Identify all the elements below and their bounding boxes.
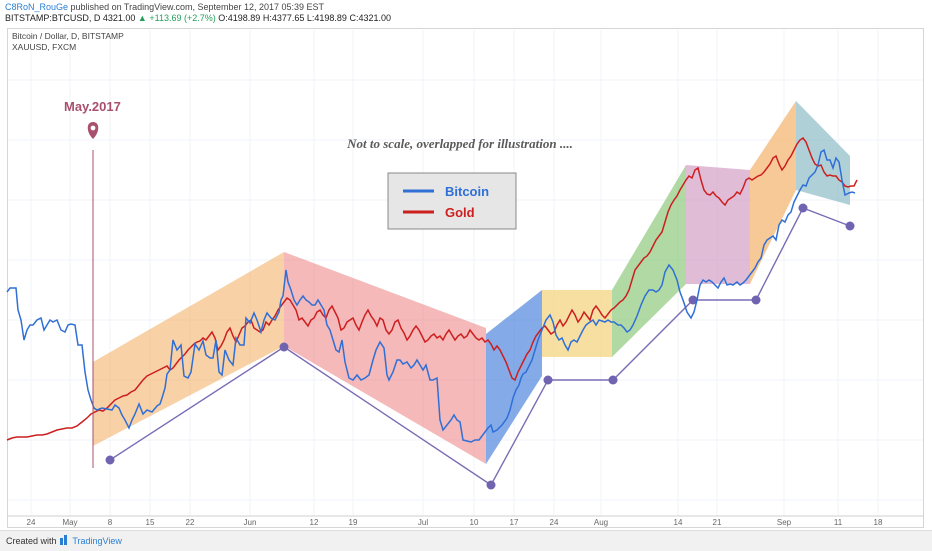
tradingview-logo-icon (60, 535, 67, 545)
tradingview-brand-link[interactable]: TradingView (60, 534, 122, 546)
ohlc-high-label: H:4377.65 (262, 13, 305, 23)
gold-series-line (6, 136, 858, 441)
ohlc-line: BITSTAMP:BTCUSD, D 4321.00 ▲ +113.69 (+2… (5, 13, 391, 23)
published-text: published on TradingView.com, September … (70, 2, 325, 12)
publish-line: C8RoN_RouGe published on TradingView.com… (5, 2, 324, 12)
ohlc-open-label: O:4198.89 (218, 13, 261, 23)
x-tick-label: Jul (418, 518, 428, 527)
x-tick-label: 18 (874, 518, 883, 527)
price-change: +113.69 (+2.7%) (149, 13, 216, 23)
created-with-text: Created with (6, 536, 57, 546)
up-arrow-icon: ▲ (137, 13, 147, 23)
legend-label-gold: Gold (445, 205, 475, 220)
wave-point (608, 375, 618, 385)
x-tick-label: 21 (713, 518, 722, 527)
x-tick-label: 15 (146, 518, 155, 527)
x-tick-label: 24 (27, 518, 36, 527)
may-marker-label: May.2017 (64, 99, 121, 114)
ohlc-close-label: C:4321.00 (349, 13, 391, 23)
x-tick-label: 24 (550, 518, 559, 527)
location-pin-icon (87, 122, 99, 139)
ohlc-low-label: L:4198.89 (306, 13, 347, 23)
x-tick-label: 11 (834, 518, 843, 527)
chart-annotation: Not to scale, overlapped for illustratio… (346, 136, 573, 151)
x-tick-label: Sep (777, 518, 792, 527)
bitcoin-series-line (6, 148, 856, 443)
x-tick-label: 10 (470, 518, 479, 527)
tradingview-brand-label: TradingView (72, 536, 122, 546)
x-tick-label: 17 (510, 518, 519, 527)
x-tick-label: 8 (108, 518, 113, 527)
publish-header: C8RoN_RouGe published on TradingView.com… (0, 0, 932, 28)
channel-orange-2 (750, 101, 796, 284)
wave-point (688, 295, 698, 305)
x-tick-label: May (62, 518, 77, 527)
panel-legend-line2: XAUUSD, FXCM (12, 42, 77, 52)
channel-teal (796, 101, 850, 205)
legend-label-bitcoin: Bitcoin (445, 184, 489, 199)
symbol-label: BITSTAMP:BTCUSD, D (5, 13, 101, 23)
wave-point (543, 375, 553, 385)
x-tick-label: 19 (349, 518, 358, 527)
x-tick-label: Jun (244, 518, 257, 527)
channel-pink (686, 165, 750, 284)
x-tick-label: 22 (186, 518, 195, 527)
wave-point (798, 203, 808, 213)
footer-bar: Created with TradingView (0, 530, 932, 551)
wave-points (105, 203, 855, 490)
wave-point (751, 295, 761, 305)
panel-legend: Bitcoin / Dollar, D, BITSTAMP XAUUSD, FX… (12, 31, 124, 53)
channel-yellow (542, 290, 612, 357)
x-tick-label: 14 (674, 518, 683, 527)
channel-blue (486, 290, 542, 464)
legend-box (387, 172, 517, 230)
series-legend: Bitcoin Gold (387, 172, 517, 230)
author-link[interactable]: C8RoN_RouGe (5, 2, 69, 12)
channel-green (612, 165, 686, 357)
x-tick-label: 12 (310, 518, 319, 527)
wave-point (279, 342, 289, 352)
x-axis-ticks: 24 May 8 15 22 Jun 12 19 Jul 10 17 24 Aug 14 21 Sep 11 18 (27, 518, 883, 527)
wave-point (486, 480, 496, 490)
panel-legend-line1: Bitcoin / Dollar, D, BITSTAMP (12, 31, 124, 41)
wave-point (845, 221, 855, 231)
x-tick-label: Aug (594, 518, 608, 527)
wave-point (105, 455, 115, 465)
last-price: 4321.00 (102, 13, 136, 23)
